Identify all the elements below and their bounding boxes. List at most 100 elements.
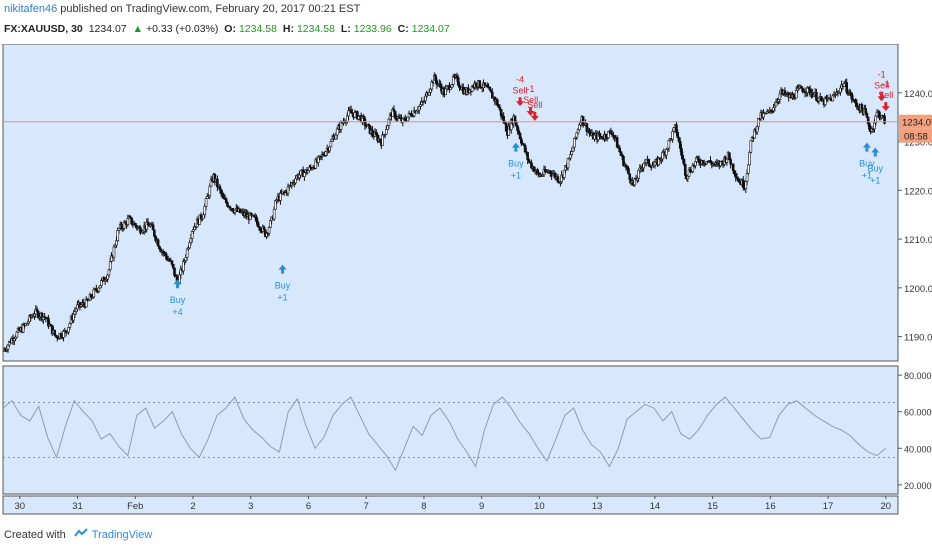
author-link[interactable]: nikitafen46 bbox=[4, 3, 58, 15]
chart-svg[interactable]: 1190.00 1200.00 1210.00 1220.00 1230.00 1240.… bbox=[0, 43, 932, 520]
buy-qty: +4 bbox=[172, 307, 182, 317]
candle bbox=[349, 109, 353, 114]
candle bbox=[126, 218, 130, 226]
candle bbox=[731, 163, 735, 172]
candle bbox=[324, 151, 328, 156]
chart-area[interactable]: 1190.00 1200.00 1210.00 1220.00 1230.00 1240.… bbox=[0, 43, 932, 520]
rsi-axis-label: 20.0000 bbox=[904, 481, 932, 491]
candle bbox=[527, 159, 531, 163]
candle bbox=[571, 146, 575, 152]
sell-label: Sell bbox=[878, 90, 893, 100]
buy-qty: +1 bbox=[862, 171, 872, 181]
buy-label: Buy bbox=[508, 159, 524, 169]
candle bbox=[100, 280, 103, 286]
candle bbox=[35, 308, 39, 312]
symbol-label: FX:XAUUSD, 30 bbox=[4, 23, 83, 35]
tradingview-logo-icon bbox=[73, 528, 88, 541]
countdown-tag-box bbox=[899, 128, 932, 143]
buy-qty: +1 bbox=[511, 171, 521, 181]
sell-arrow-icon bbox=[877, 92, 886, 102]
candle bbox=[681, 155, 685, 160]
buy-label: Buy bbox=[868, 164, 884, 174]
candle bbox=[523, 144, 527, 153]
candle bbox=[581, 116, 585, 125]
rsi-axis-label: 80.0000 bbox=[904, 371, 932, 381]
candle bbox=[6, 344, 10, 350]
candle bbox=[672, 127, 676, 132]
candle bbox=[303, 172, 306, 178]
price-tag-box bbox=[899, 114, 932, 129]
buy-qty: +1 bbox=[277, 293, 287, 303]
ohlc-legend: FX:XAUUSD, 30 1234.07 ▲ +0.33 (+0.03%) O:… bbox=[4, 23, 453, 35]
candle bbox=[622, 155, 625, 166]
candle bbox=[878, 111, 881, 119]
time-axis-label: 20 bbox=[881, 501, 892, 512]
candle bbox=[439, 83, 442, 88]
low-value: 1233.96 bbox=[353, 23, 392, 35]
candle bbox=[562, 169, 566, 178]
candle bbox=[868, 123, 871, 130]
candle bbox=[274, 200, 277, 210]
candle bbox=[696, 156, 700, 160]
candle bbox=[410, 113, 413, 117]
tradingview-brand[interactable]: TradingView bbox=[91, 528, 153, 541]
candle bbox=[499, 109, 503, 117]
candle bbox=[190, 230, 194, 239]
candle bbox=[74, 308, 78, 312]
candle bbox=[424, 95, 427, 102]
candle bbox=[745, 173, 749, 182]
candle bbox=[387, 118, 391, 126]
candle bbox=[334, 134, 338, 140]
candle bbox=[593, 134, 596, 140]
buy-arrow-icon bbox=[278, 264, 287, 274]
candle bbox=[801, 87, 804, 92]
candle bbox=[156, 239, 160, 247]
candle bbox=[164, 252, 167, 257]
candle bbox=[299, 170, 302, 176]
sell-arrow-icon bbox=[530, 111, 539, 121]
candle bbox=[386, 125, 389, 130]
candle bbox=[385, 129, 388, 135]
candle bbox=[98, 285, 102, 289]
sell-arrow-icon bbox=[516, 97, 525, 107]
candle bbox=[845, 82, 849, 93]
candle bbox=[624, 164, 628, 168]
countdown-tag-label: 08:58 bbox=[904, 132, 928, 143]
price-tag-label: 1234.07 bbox=[902, 118, 932, 129]
candle bbox=[488, 86, 492, 91]
candle bbox=[68, 323, 72, 328]
candle bbox=[258, 227, 262, 231]
candle bbox=[329, 140, 333, 148]
candle bbox=[188, 242, 191, 249]
low-label: L: bbox=[340, 23, 351, 35]
candle bbox=[474, 82, 478, 87]
candle bbox=[272, 208, 276, 220]
candle bbox=[406, 116, 410, 122]
candle bbox=[62, 330, 65, 338]
open-value: 1234.58 bbox=[238, 23, 277, 35]
time-axis-label: 9 bbox=[479, 501, 484, 512]
sell-arrow-icon bbox=[526, 107, 535, 117]
candle bbox=[202, 214, 205, 219]
candle bbox=[497, 104, 500, 108]
candle bbox=[53, 329, 57, 336]
sell-label: Sell bbox=[527, 100, 542, 110]
buy-signal: Buy +1 bbox=[868, 147, 884, 186]
rsi-axis-label: 40.0000 bbox=[904, 444, 932, 454]
candle bbox=[736, 178, 740, 182]
buy-arrow-icon bbox=[511, 142, 520, 152]
candle bbox=[741, 179, 745, 188]
candle bbox=[224, 198, 228, 203]
price-axis-label: 1240.00 bbox=[904, 89, 932, 100]
time-axis-label: 16 bbox=[765, 501, 776, 512]
candle bbox=[153, 229, 156, 237]
candle bbox=[392, 109, 396, 112]
candle bbox=[566, 158, 570, 169]
candle bbox=[146, 221, 150, 226]
price-axis-label: 1200.00 bbox=[904, 284, 932, 295]
buy-arrow-icon bbox=[862, 142, 871, 152]
candle bbox=[59, 333, 63, 338]
candle bbox=[151, 224, 155, 231]
candle bbox=[330, 138, 334, 142]
candle bbox=[429, 88, 432, 93]
